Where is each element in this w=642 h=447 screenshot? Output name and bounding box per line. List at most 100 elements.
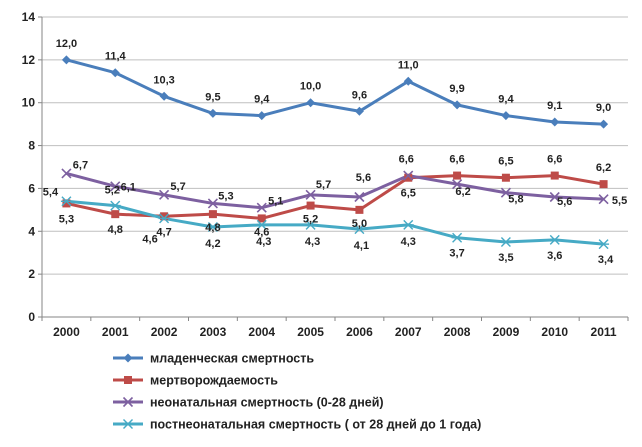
series-3-point bbox=[452, 179, 463, 190]
series-1-point bbox=[501, 111, 511, 121]
series-3-point bbox=[500, 187, 511, 198]
data-label: 5,4 bbox=[43, 186, 59, 198]
series-lines bbox=[66, 58, 604, 246]
legend-marker bbox=[122, 396, 134, 408]
x-tick-label: 2007 bbox=[395, 325, 422, 339]
y-tick-label: 14 bbox=[22, 10, 36, 24]
data-label: 6,5 bbox=[401, 188, 416, 200]
series-4-point bbox=[109, 200, 121, 211]
series-1-point bbox=[599, 119, 609, 129]
series-3-point bbox=[549, 191, 560, 203]
data-label: 6,6 bbox=[547, 154, 562, 166]
series-4-point bbox=[256, 219, 268, 230]
data-label: 5,2 bbox=[303, 214, 318, 226]
grid-lines bbox=[42, 16, 628, 275]
data-label: 6,1 bbox=[121, 181, 136, 193]
series-4-point bbox=[158, 213, 170, 224]
data-label: 3,4 bbox=[598, 254, 614, 266]
series-1-point bbox=[403, 76, 413, 86]
series-3-point bbox=[305, 189, 316, 200]
series-1-point bbox=[550, 117, 560, 127]
series-2-point bbox=[501, 173, 510, 182]
legend-marker bbox=[124, 376, 132, 384]
legend-entry-1: младенческая смертность bbox=[113, 352, 314, 366]
data-label: 5,7 bbox=[170, 181, 185, 193]
series-2-point bbox=[453, 171, 462, 180]
y-tick-label: 4 bbox=[28, 224, 35, 238]
series-3-point bbox=[403, 170, 414, 181]
x-axis-tick-labels: 2000 2001 2002 2003 2004 2005 2006 2007 2008 2009… bbox=[53, 325, 617, 339]
series-3-point bbox=[159, 189, 170, 200]
x-tick-label: 2002 bbox=[151, 325, 178, 339]
data-label: 5,8 bbox=[508, 194, 523, 206]
data-label: 10,3 bbox=[153, 74, 174, 86]
series-4-point bbox=[305, 219, 317, 230]
data-label: 9,0 bbox=[596, 102, 611, 114]
x-tick-label: 2000 bbox=[53, 325, 80, 339]
data-label: 4,3 bbox=[401, 236, 416, 248]
y-tick-label: 10 bbox=[22, 96, 36, 110]
x-tick-label: 2001 bbox=[102, 325, 129, 339]
legend-label: младенческая смертность bbox=[150, 352, 314, 366]
y-tick-label: 0 bbox=[28, 310, 35, 324]
series-1-point bbox=[354, 106, 364, 116]
series-1-point bbox=[61, 55, 71, 65]
data-label: 12,0 bbox=[56, 38, 77, 50]
series-2-point bbox=[62, 199, 71, 208]
series-4-point bbox=[549, 234, 561, 245]
y-tick-label: 6 bbox=[28, 181, 35, 195]
series-3-point bbox=[256, 202, 267, 213]
series-4-point bbox=[451, 232, 463, 243]
data-label: 6,5 bbox=[498, 156, 513, 168]
series-4-point bbox=[402, 219, 414, 230]
series-1-point bbox=[208, 108, 218, 118]
series-2-point bbox=[208, 210, 217, 219]
data-label: 6,6 bbox=[449, 154, 464, 166]
x-tick-label: 2008 bbox=[444, 325, 471, 339]
data-label: 4,1 bbox=[354, 240, 369, 252]
series-3-point bbox=[598, 194, 609, 205]
data-label: 3,5 bbox=[498, 252, 513, 264]
data-label: 9,4 bbox=[498, 94, 514, 106]
data-label: 5,1 bbox=[268, 196, 283, 208]
series-3-point bbox=[61, 168, 72, 179]
series-3-point bbox=[110, 181, 121, 192]
data-label: 5,0 bbox=[352, 218, 367, 230]
data-label: 5,6 bbox=[356, 172, 371, 184]
series-1-point bbox=[452, 100, 462, 110]
data-label: 6,7 bbox=[73, 159, 88, 171]
data-label: 4,8 bbox=[205, 222, 220, 234]
data-label: 9,9 bbox=[449, 83, 464, 95]
series-3-point bbox=[207, 198, 218, 209]
series-1-point bbox=[257, 111, 267, 121]
series-markers bbox=[60, 55, 610, 250]
data-labels: 12,0 11,4 10,3 9,5 9,4 10,0 9,6 11,0 9,9 9,4 9,1 9,… bbox=[43, 38, 627, 266]
y-tick-label: 12 bbox=[22, 53, 36, 67]
series-2-point bbox=[404, 173, 413, 182]
data-label: 9,4 bbox=[254, 94, 270, 106]
data-label: 11,4 bbox=[105, 51, 127, 63]
series-2-point bbox=[306, 201, 315, 210]
x-tick-label: 2005 bbox=[297, 325, 324, 339]
data-label: 11,0 bbox=[398, 59, 419, 71]
series-1-point bbox=[159, 91, 169, 101]
series-4-point bbox=[353, 224, 365, 235]
data-label: 5,2 bbox=[105, 185, 120, 197]
series-4-point bbox=[60, 196, 72, 207]
x-tick-label: 2004 bbox=[248, 325, 275, 339]
series-4-point bbox=[500, 237, 512, 247]
legend-entry-4: постнеонатальная смертность ( от 28 дней… bbox=[113, 418, 481, 432]
x-tick-label: 2003 bbox=[200, 325, 227, 339]
data-label: 4,6 bbox=[254, 226, 269, 238]
data-label: 6,6 bbox=[399, 154, 414, 166]
series-2-point bbox=[550, 171, 559, 180]
series-2-point bbox=[599, 180, 608, 189]
x-tick-label: 2006 bbox=[346, 325, 373, 339]
data-label: 5,6 bbox=[557, 196, 572, 208]
legend-entry-3: неонатальная смертность (0-28 дней) bbox=[113, 396, 384, 410]
series-line-1 bbox=[66, 58, 604, 126]
data-label: 4,2 bbox=[205, 238, 220, 250]
data-label: 5,7 bbox=[316, 179, 331, 191]
data-label: 3,7 bbox=[449, 248, 464, 260]
series-4-point bbox=[207, 222, 219, 232]
